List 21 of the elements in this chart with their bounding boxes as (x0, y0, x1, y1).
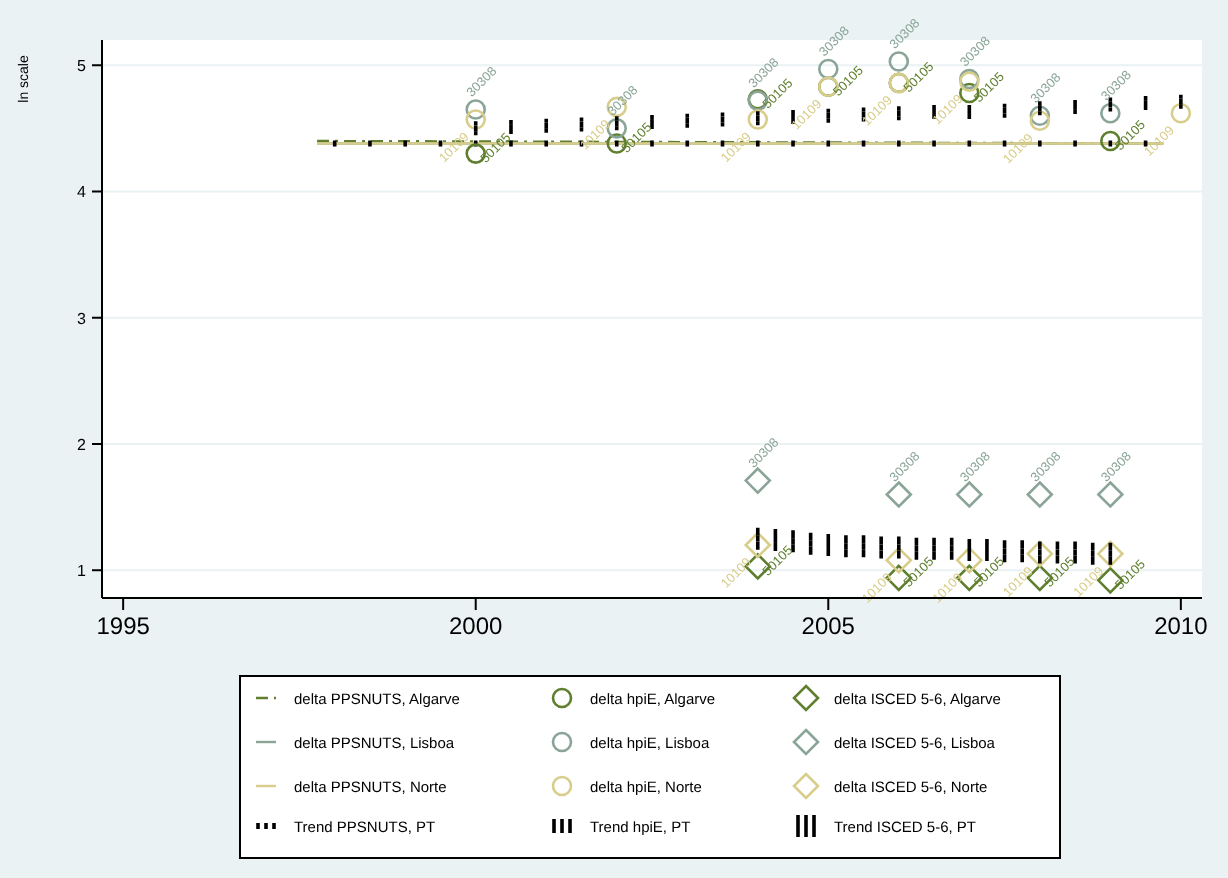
point (1029, 105, 1051, 127)
y-tick-label: 1 (77, 562, 88, 581)
y-tick-label: 5 (77, 57, 88, 76)
point (1100, 102, 1121, 124)
x-tick-label: 1995 (96, 612, 151, 640)
point (1026, 481, 1054, 508)
x-tick-label: 2005 (801, 612, 856, 640)
y-tick-label: 4 (77, 183, 88, 202)
point (1097, 481, 1124, 508)
x-tick-label: 2000 (449, 612, 504, 640)
point (885, 481, 913, 508)
point (747, 109, 769, 130)
point (465, 109, 487, 130)
point (465, 99, 487, 120)
x-tick-label: 2010 (1154, 612, 1209, 640)
point (744, 467, 772, 494)
point (956, 481, 983, 508)
point (1170, 102, 1192, 124)
y-tick-label: 3 (77, 309, 88, 328)
y-tick-label: 2 (77, 435, 88, 454)
point (1029, 110, 1051, 132)
